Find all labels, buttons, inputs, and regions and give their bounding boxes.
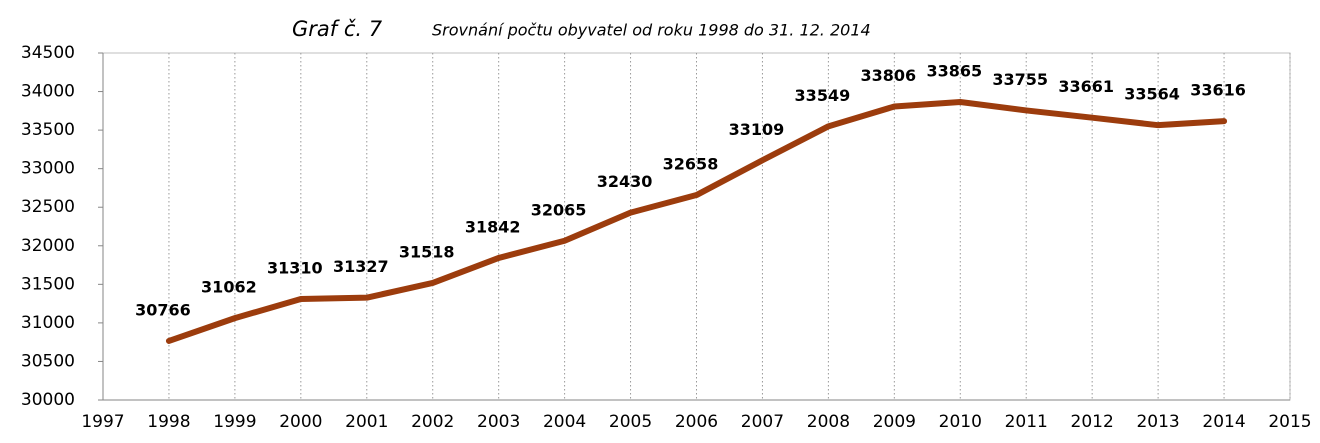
data-label: 33564 <box>1124 85 1180 104</box>
data-label: 33616 <box>1190 81 1246 100</box>
y-tick-label: 31000 <box>21 313 75 333</box>
x-tick-label: 1997 <box>81 412 124 432</box>
x-tick-label: 2001 <box>345 412 388 432</box>
y-tick-label: 32500 <box>21 197 75 217</box>
data-label: 31842 <box>465 217 521 236</box>
x-tick-label: 2015 <box>1268 412 1311 432</box>
y-tick-label: 33000 <box>21 159 75 179</box>
x-tick-label: 2007 <box>741 412 784 432</box>
data-label: 32658 <box>663 155 719 174</box>
x-tick-label: 2003 <box>477 412 520 432</box>
chart-title: Graf č. 7 <box>292 17 383 41</box>
data-label: 32430 <box>597 172 653 191</box>
x-tick-label: 2009 <box>873 412 916 432</box>
chart-subtitle: Srovnání počtu obyvatel od roku 1998 do … <box>432 21 871 40</box>
data-label: 33755 <box>992 70 1048 89</box>
data-label: 31062 <box>201 278 257 297</box>
x-tick-label: 2002 <box>411 412 454 432</box>
x-tick-label: 2014 <box>1202 412 1245 432</box>
y-tick-label: 34000 <box>21 82 75 102</box>
data-line <box>165 98 1228 344</box>
data-label: 31327 <box>333 257 389 276</box>
x-tick-label: 2013 <box>1136 412 1179 432</box>
y-tick-label: 34500 <box>21 43 75 63</box>
x-tick-label: 1999 <box>213 412 256 432</box>
data-label: 33109 <box>729 120 785 139</box>
y-tick-label: 31500 <box>21 274 75 294</box>
data-label: 33549 <box>795 86 851 105</box>
data-label: 33661 <box>1058 77 1114 96</box>
y-tick-label: 32000 <box>21 236 75 256</box>
x-tick-label: 2011 <box>1005 412 1048 432</box>
x-tick-label: 2012 <box>1071 412 1114 432</box>
x-tick-label: 2010 <box>939 412 982 432</box>
data-label: 32065 <box>531 200 587 219</box>
data-label: 33865 <box>926 61 982 80</box>
y-tick-label: 30500 <box>21 351 75 371</box>
x-tick-label: 1998 <box>147 412 190 432</box>
data-label: 31518 <box>399 242 455 261</box>
y-tick-label: 33500 <box>21 120 75 140</box>
x-tick-label: 2005 <box>609 412 652 432</box>
x-tick-label: 2004 <box>543 412 586 432</box>
data-label: 31310 <box>267 258 323 277</box>
x-tick-label: 2000 <box>279 412 322 432</box>
x-tick-label: 2008 <box>807 412 850 432</box>
data-label: 33806 <box>860 66 916 85</box>
y-tick-label: 30000 <box>21 390 75 410</box>
data-label: 30766 <box>135 300 191 319</box>
x-tick-label: 2006 <box>675 412 718 432</box>
